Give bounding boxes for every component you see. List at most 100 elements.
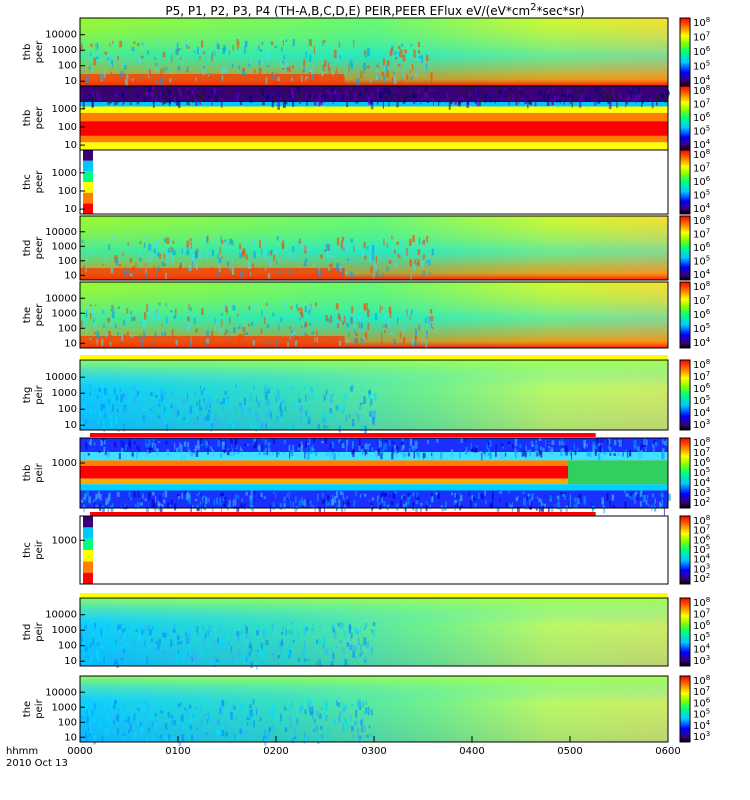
y-tick-label: 1000 [52,702,77,713]
colorbar-tick-label: 104 [693,138,711,151]
y-tick-label: 10000 [45,227,77,238]
y-tick-label: 1000 [52,168,77,179]
colorbar-tick-label: 105 [693,708,710,721]
colorbar-tick-label: 106 [693,241,711,254]
y-tick-label: 10 [64,270,77,281]
colorbar-tick-label: 108 [693,596,710,609]
y-tick-label: 1000 [52,45,77,56]
colorbar-tick-label: 104 [693,406,711,419]
colorbar [679,675,691,743]
x-tick-label: 0600 [655,746,680,757]
y-tick-label: 1000 [52,241,77,252]
colorbar-tick-label: 107 [693,228,710,241]
colorbar [679,437,691,509]
colorbar-tick-label: 107 [693,370,710,383]
colorbar-tick-label: 105 [693,125,710,138]
colorbar-tick-label: 106 [693,619,711,632]
colorbar [679,281,691,349]
colorbar [679,149,691,215]
colorbar [679,17,691,87]
y-tick-label: 10 [64,76,77,87]
y-axis-species-label: peir [34,539,45,559]
y-tick-label: 100 [58,186,77,197]
y-tick-label: 100 [58,256,77,267]
date-label: 2010 Oct 13 [6,758,68,769]
colorbar-tick-label: 105 [693,543,710,556]
colorbar-tick-label: 102 [693,572,710,585]
y-tick-label: 10000 [45,30,77,41]
y-tick-label: 10 [64,656,77,667]
y-axis-species-label: peer [34,106,45,130]
colorbar-tick-label: 106 [693,308,711,321]
y-tick-label: 100 [58,323,77,334]
y-tick-label: 100 [58,122,77,133]
colorbar-tick-label: 103 [693,418,710,431]
y-tick-label: 10 [64,204,77,215]
y-axis-probe-label: thb [22,465,33,482]
colorbar-tick-label: 104 [693,202,711,215]
y-axis-probe-label: thb [22,44,33,61]
colorbar-tick-label: 107 [693,162,710,175]
y-tick-label: 10 [64,338,77,349]
y-axis-species-label: peir [34,462,45,482]
colorbar-tick-label: 105 [693,60,710,73]
colorbar-tick-label: 108 [693,148,710,161]
colorbar-tick-label: 104 [693,553,711,566]
colorbar-tick-label: 107 [693,446,710,459]
y-axis-probe-label: the [22,307,33,323]
y-axis-probe-label: thb [22,110,33,127]
colorbar-tick-label: 104 [693,642,711,655]
y-tick-label: 10000 [45,610,77,621]
colorbar-tick-label: 104 [693,476,711,489]
colorbar-tick-label: 107 [693,98,710,111]
colorbar [679,85,691,151]
x-tick-label: 0400 [459,746,484,757]
colorbar-tick-label: 108 [693,214,710,227]
chart-title: P5, P1, P2, P3, P4 (TH-A,B,C,D,E) PEIR,P… [165,2,585,18]
colorbar-tick-label: 108 [693,16,710,29]
colorbar-tick-label: 105 [693,631,710,644]
x-tick-label: 0300 [361,746,386,757]
colorbar-tick-label: 105 [693,189,710,202]
y-tick-label: 100 [58,717,77,728]
y-tick-label: 10 [64,420,77,431]
colorbar-tick-label: 105 [693,255,710,268]
x-tick-label: 0100 [165,746,190,757]
y-tick-label: 1000 [52,625,77,636]
y-axis-probe-label: thd [22,240,33,257]
colorbar [679,597,691,667]
colorbar [679,215,691,281]
colorbar-tick-label: 103 [693,486,710,499]
y-axis-species-label: peer [34,236,45,260]
colorbar [679,515,691,585]
colorbar-tick-label: 106 [693,111,711,124]
colorbar-tick-label: 105 [693,394,710,407]
y-tick-label: 1000 [52,535,77,546]
colorbar-tick-label: 103 [693,562,710,575]
x-tick-label: 0500 [557,746,582,757]
colorbar-tick-label: 106 [693,175,711,188]
colorbar-tick-label: 107 [693,294,710,307]
colorbar-tick-label: 105 [693,322,710,335]
y-tick-label: 1000 [52,104,77,115]
y-axis-species-label: peer [34,40,45,64]
colorbar-tick-label: 107 [693,608,710,621]
y-axis-probe-label: thd [22,624,33,641]
y-axis-species-label: peir [34,621,45,641]
y-tick-label: 10000 [45,372,77,383]
colorbar-tick-label: 104 [693,719,711,732]
colorbar-tick-label: 106 [693,45,711,58]
colorbar-tick-label: 106 [693,696,711,709]
y-tick-label: 10000 [45,293,77,304]
colorbar [679,359,691,431]
y-axis-species-label: peer [34,170,45,194]
